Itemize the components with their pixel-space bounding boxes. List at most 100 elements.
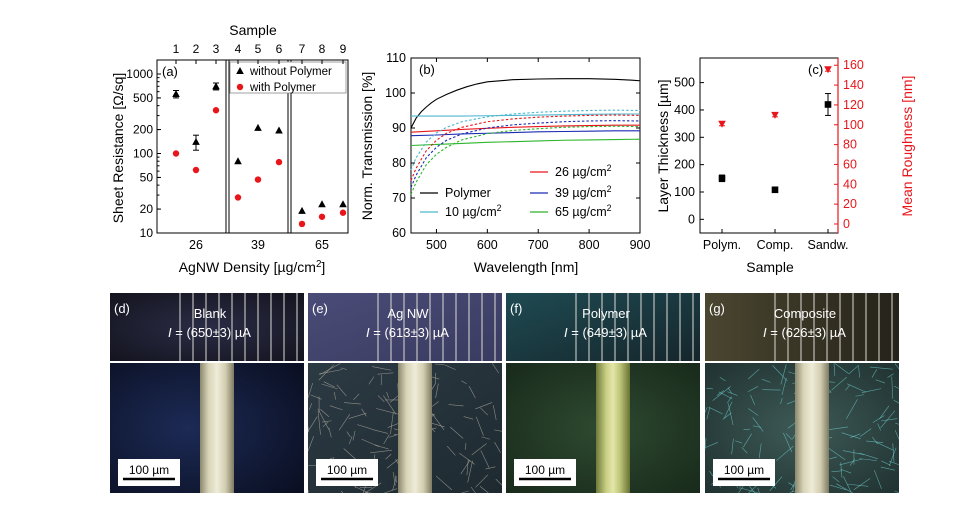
nanowire — [880, 410, 896, 429]
point-with-polymer — [234, 194, 242, 201]
nanowire — [435, 475, 453, 491]
nanowire — [368, 376, 375, 385]
micrograph-blank: (d) Blank I = (650±3) µA 100 µm — [110, 293, 304, 493]
micrograph-panels: (d) Blank I = (650±3) µA 100 µm (e) Ag NW I = … — [110, 293, 900, 494]
y-tick-label: 20 — [140, 202, 154, 216]
nanowire — [494, 442, 501, 453]
nanowire — [352, 430, 356, 441]
panel-label: (b) — [419, 62, 435, 77]
nanowire — [444, 364, 456, 370]
nanowire — [860, 428, 872, 437]
y2-tick-label: 160 — [843, 58, 864, 72]
y2-tick-label: 20 — [843, 197, 857, 211]
y-axis-title: Norm. Transmission [%] — [359, 72, 375, 221]
legend-marker — [236, 83, 244, 91]
x-tick-label: 900 — [630, 238, 651, 252]
nanowire — [394, 475, 397, 483]
point-without-polymer — [275, 126, 283, 134]
nanowire — [828, 447, 846, 460]
nanowire — [480, 407, 488, 416]
nanowire — [307, 490, 310, 494]
panel-label: (d) — [114, 301, 130, 316]
legend-box — [229, 61, 347, 94]
top-tick-label: 2 — [193, 42, 200, 56]
series-line-dashed — [410, 114, 641, 181]
nanowire — [843, 476, 852, 493]
current-value: I = (626±3) µA — [763, 325, 846, 340]
y2-tick-label: 0 — [843, 217, 850, 231]
nanowire — [308, 403, 313, 411]
y-tick-label: 110 — [386, 51, 406, 65]
nanowire — [727, 403, 734, 426]
nanowire — [463, 416, 474, 420]
nanowire — [377, 372, 394, 375]
nanowire — [353, 393, 360, 401]
nanowire — [468, 386, 476, 399]
nanowire — [461, 380, 467, 384]
plot-frame — [156, 59, 349, 234]
nanowire — [481, 436, 491, 440]
point-mean-roughness — [718, 120, 726, 128]
point-without-polymer — [234, 157, 242, 165]
scale-bar-label: 100 µm — [724, 463, 764, 477]
nanowire — [377, 395, 385, 403]
nanowire — [752, 417, 764, 432]
nanowire — [895, 422, 900, 425]
nanowire — [748, 386, 759, 392]
nanowire — [781, 377, 787, 396]
nanowire — [354, 486, 369, 494]
nanowire — [383, 434, 390, 445]
scale-bar-box — [713, 459, 775, 486]
nanowire — [859, 458, 877, 461]
nanowire — [726, 396, 732, 404]
y-tick-label: 100 — [133, 146, 153, 160]
point-with-polymer — [318, 213, 326, 220]
scale-bar-label: 100 µm — [327, 463, 367, 477]
group-label: 26 — [189, 238, 203, 252]
nanowire — [727, 391, 738, 396]
point-without-polymer — [254, 123, 262, 131]
x-tick-label: Sandw. — [807, 238, 848, 252]
nanowire — [705, 442, 718, 448]
point-with-polymer — [192, 166, 200, 174]
nanowire — [471, 443, 487, 456]
nanowire — [336, 384, 347, 397]
x-axis-title: Sample — [746, 259, 794, 275]
nanowire — [493, 405, 497, 420]
current-value: I = (650±3) µA — [168, 325, 251, 340]
nanowire — [322, 420, 332, 423]
nanowire — [829, 484, 847, 491]
series-line-solid — [410, 138, 641, 147]
nanowire — [741, 447, 748, 454]
nanowire — [836, 483, 853, 494]
top-tick-label: 3 — [213, 42, 220, 56]
nanowire — [495, 478, 503, 486]
top-tick-label: 1 — [173, 42, 180, 56]
point-with-polymer — [254, 176, 262, 183]
nanowire — [390, 411, 394, 435]
y-tick-label: 80 — [392, 156, 406, 170]
nanowire — [318, 364, 335, 381]
conductive-strip — [596, 363, 630, 493]
nanowire — [348, 412, 367, 419]
y-tick-label: 10 — [140, 226, 154, 240]
nanowire — [866, 440, 884, 443]
series-line-solid — [410, 78, 641, 129]
nanowire — [853, 478, 871, 491]
legend-label: 10 µg/cm2 — [445, 203, 502, 219]
top-tick-label: 7 — [299, 42, 306, 56]
nanowire — [738, 484, 745, 494]
nanowire — [840, 462, 843, 478]
nanowire — [706, 407, 711, 420]
nanowire — [435, 383, 439, 399]
nanowire — [340, 367, 347, 370]
point-without-polymer — [192, 137, 200, 145]
y-axis-title: Layer Thickness [µm] — [655, 79, 671, 212]
top-tick-label: 8 — [319, 42, 326, 56]
top-image — [705, 293, 899, 361]
point-without-polymer — [212, 82, 220, 90]
nanowire — [723, 401, 733, 419]
nanowire — [831, 376, 847, 391]
nanowire — [850, 433, 861, 438]
